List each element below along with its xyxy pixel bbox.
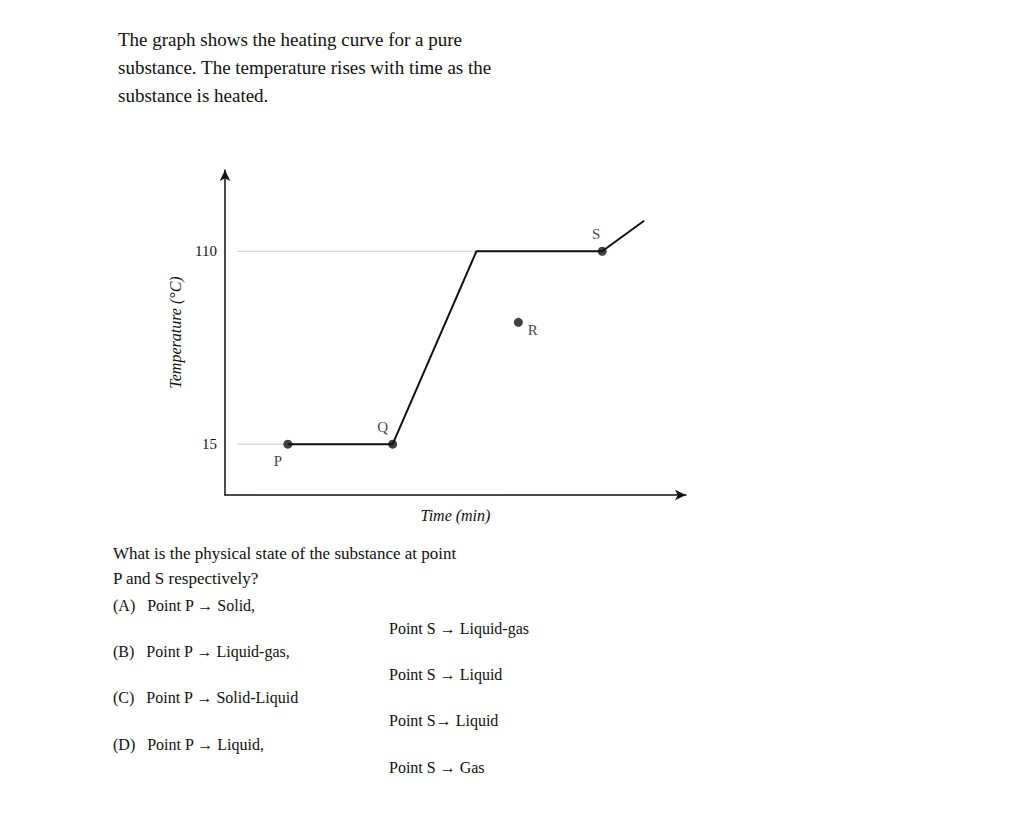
svg-text:(C) Point P → Solid-Liquid: (C) Point P → Solid-Liquid (113, 689, 298, 707)
svg-text:S: S (592, 226, 600, 242)
svg-text:110: 110 (195, 243, 217, 259)
svg-text:(D) Point P → Liquid,: (D) Point P → Liquid, (113, 736, 264, 754)
svg-text:The graph shows the heating cu: The graph shows the heating curve for a … (118, 29, 462, 50)
svg-text:Point S → Liquid: Point S → Liquid (389, 666, 502, 684)
svg-text:What is the physical state of: What is the physical state of the substa… (113, 544, 456, 563)
svg-text:Point S → Liquid-gas: Point S → Liquid-gas (389, 620, 529, 638)
svg-text:substance. The temperature ris: substance. The temperature rises with ti… (118, 57, 491, 78)
svg-text:R: R (528, 322, 538, 338)
svg-text:substance is heated.: substance is heated. (118, 85, 268, 106)
svg-text:(B) Point P → Liquid-gas,: (B) Point P → Liquid-gas, (113, 643, 290, 661)
svg-text:Time (min): Time (min) (421, 507, 491, 525)
svg-text:P: P (274, 453, 282, 469)
svg-text:15: 15 (202, 436, 217, 452)
svg-text:Point S→ Liquid: Point S→ Liquid (389, 712, 498, 730)
svg-text:P and S respectively?: P and S respectively? (113, 569, 258, 588)
svg-text:Temperature (°C): Temperature (°C) (167, 276, 185, 388)
svg-text:Point S → Gas: Point S → Gas (389, 759, 485, 776)
svg-text:(A) Point P → Solid,: (A) Point P → Solid, (113, 597, 255, 615)
svg-text:Q: Q (377, 419, 388, 435)
